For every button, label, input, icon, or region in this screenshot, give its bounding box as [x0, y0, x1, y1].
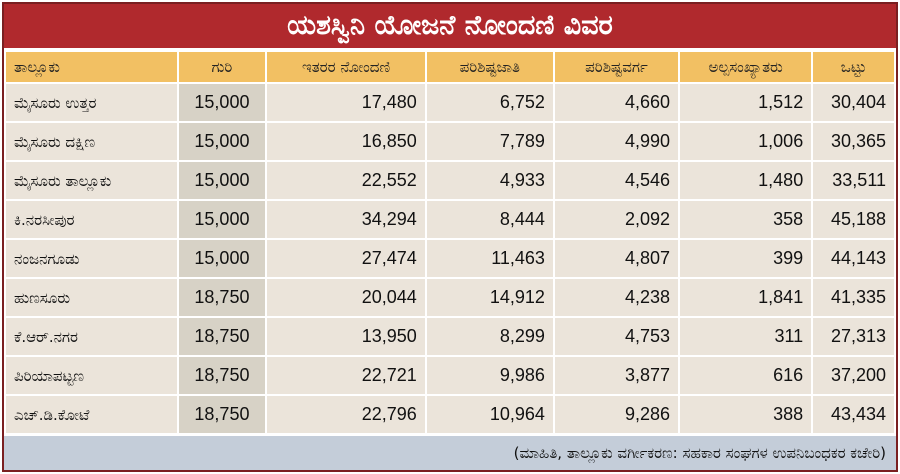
sc-cell: 7,789 [426, 123, 553, 160]
taluk-name: ಮೈಸೂರು ತಾಲ್ಲೂಕು [6, 162, 177, 199]
taluk-name: ಹುಣಸೂರು [6, 279, 177, 316]
minorities-cell: 1,512 [680, 84, 812, 121]
minorities-cell: 311 [680, 318, 812, 355]
minorities-cell: 1,841 [680, 279, 812, 316]
minorities-cell: 1,480 [680, 162, 812, 199]
taluk-name: ಪಿರಿಯಾಪಟ್ಟಣ [6, 357, 177, 394]
others-cell: 13,950 [267, 318, 425, 355]
st-cell: 4,753 [554, 318, 679, 355]
header-scheduled-caste: ಪರಿಶಿಷ್ಟಜಾತಿ [426, 52, 553, 82]
sc-cell: 4,933 [426, 162, 553, 199]
table-row: ಮೈಸೂರು ದಕ್ಷಿಣ 15,000 16,850 7,789 4,990 … [6, 123, 894, 160]
others-cell: 22,721 [267, 357, 425, 394]
st-cell: 4,238 [554, 279, 679, 316]
registration-table: ತಾಲ್ಲೂಕು ಗುರಿ ಇತರರ ನೋಂದಣಿ ಪರಿಶಿಷ್ಟಜಾತಿ ಪ… [4, 50, 896, 435]
sc-cell: 9,986 [426, 357, 553, 394]
minorities-cell: 358 [680, 201, 812, 238]
target-cell: 15,000 [178, 201, 266, 238]
table-row: ಎಚ್.ಡಿ.ಕೋಟೆ 18,750 22,796 10,964 9,286 3… [6, 396, 894, 433]
header-minorities: ಅಲ್ಪಸಂಖ್ಯಾತರು [680, 52, 812, 82]
target-cell: 15,000 [178, 162, 266, 199]
sc-cell: 14,912 [426, 279, 553, 316]
taluk-name: ನಂಜನಗೂಡು [6, 240, 177, 277]
table-title: ಯಶಸ್ವಿನಿ ಯೋಜನೆ ನೋಂದಣಿ ವಿವರ [4, 4, 896, 50]
total-cell: 44,143 [813, 240, 894, 277]
minorities-cell: 399 [680, 240, 812, 277]
target-cell: 18,750 [178, 357, 266, 394]
table-row: ನಂಜನಗೂಡು 15,000 27,474 11,463 4,807 399 … [6, 240, 894, 277]
table-row: ಹುಣಸೂರು 18,750 20,044 14,912 4,238 1,841… [6, 279, 894, 316]
total-cell: 33,511 [813, 162, 894, 199]
st-cell: 4,546 [554, 162, 679, 199]
target-cell: 15,000 [178, 240, 266, 277]
header-row: ತಾಲ್ಲೂಕು ಗುರಿ ಇತರರ ನೋಂದಣಿ ಪರಿಶಿಷ್ಟಜಾತಿ ಪ… [6, 52, 894, 82]
st-cell: 4,990 [554, 123, 679, 160]
target-cell: 15,000 [178, 123, 266, 160]
total-cell: 43,434 [813, 396, 894, 433]
others-cell: 22,552 [267, 162, 425, 199]
total-cell: 27,313 [813, 318, 894, 355]
others-cell: 16,850 [267, 123, 425, 160]
header-scheduled-tribe: ಪರಿಶಿಷ್ಟವರ್ಗ [554, 52, 679, 82]
header-others-registration: ಇತರರ ನೋಂದಣಿ [267, 52, 425, 82]
source-footnote: (ಮಾಹಿತಿ, ತಾಲ್ಲೂಕು ವರ್ಗೀಕರಣ: ಸಹಕಾರ ಸಂಘಗಳ … [4, 434, 896, 470]
total-cell: 37,200 [813, 357, 894, 394]
taluk-name: ಕೆ.ಆರ್.ನಗರ [6, 318, 177, 355]
target-cell: 18,750 [178, 279, 266, 316]
taluk-name: ಮೈಸೂರು ದಕ್ಷಿಣ [6, 123, 177, 160]
sc-cell: 8,444 [426, 201, 553, 238]
others-cell: 17,480 [267, 84, 425, 121]
others-cell: 27,474 [267, 240, 425, 277]
sc-cell: 6,752 [426, 84, 553, 121]
others-cell: 20,044 [267, 279, 425, 316]
sc-cell: 10,964 [426, 396, 553, 433]
taluk-name: ಎಚ್.ಡಿ.ಕೋಟೆ [6, 396, 177, 433]
taluk-name: ಮೈಸೂರು ಉತ್ತರ [6, 84, 177, 121]
taluk-name: ಕಿ.ನರಸೀಪುರ [6, 201, 177, 238]
st-cell: 3,877 [554, 357, 679, 394]
minorities-cell: 616 [680, 357, 812, 394]
table-row: ಕೆ.ಆರ್.ನಗರ 18,750 13,950 8,299 4,753 311… [6, 318, 894, 355]
others-cell: 34,294 [267, 201, 425, 238]
minorities-cell: 388 [680, 396, 812, 433]
target-cell: 15,000 [178, 84, 266, 121]
total-cell: 30,365 [813, 123, 894, 160]
st-cell: 4,660 [554, 84, 679, 121]
target-cell: 18,750 [178, 318, 266, 355]
st-cell: 9,286 [554, 396, 679, 433]
minorities-cell: 1,006 [680, 123, 812, 160]
sc-cell: 8,299 [426, 318, 553, 355]
table-row: ಮೈಸೂರು ತಾಲ್ಲೂಕು 15,000 22,552 4,933 4,54… [6, 162, 894, 199]
header-taluk: ತಾಲ್ಲೂಕು [6, 52, 177, 82]
total-cell: 41,335 [813, 279, 894, 316]
header-target: ಗುರಿ [178, 52, 266, 82]
total-cell: 45,188 [813, 201, 894, 238]
sc-cell: 11,463 [426, 240, 553, 277]
target-cell: 18,750 [178, 396, 266, 433]
table-row: ಕಿ.ನರಸೀಪುರ 15,000 34,294 8,444 2,092 358… [6, 201, 894, 238]
table-row: ಪಿರಿಯಾಪಟ್ಟಣ 18,750 22,721 9,986 3,877 61… [6, 357, 894, 394]
total-cell: 30,404 [813, 84, 894, 121]
others-cell: 22,796 [267, 396, 425, 433]
header-total: ಒಟ್ಟು [813, 52, 894, 82]
table-row: ಮೈಸೂರು ಉತ್ತರ 15,000 17,480 6,752 4,660 1… [6, 84, 894, 121]
st-cell: 4,807 [554, 240, 679, 277]
st-cell: 2,092 [554, 201, 679, 238]
